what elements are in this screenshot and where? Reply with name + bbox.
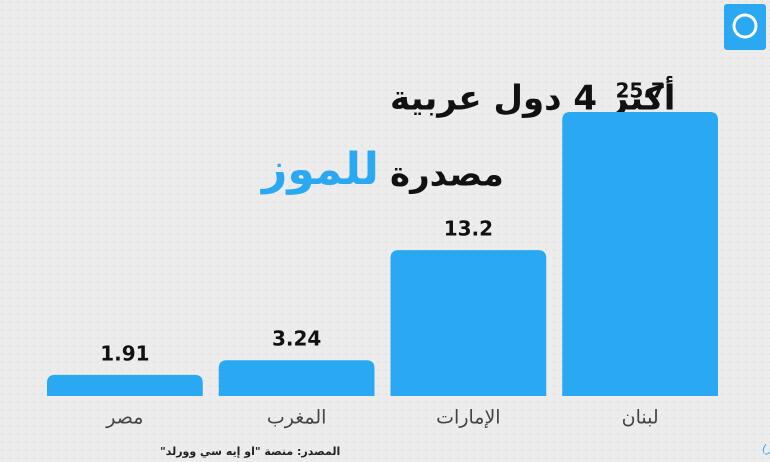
value-label: 3.24 bbox=[272, 327, 321, 351]
value-label: 25.7 bbox=[615, 79, 664, 103]
x-tick-label: مصر bbox=[105, 407, 143, 429]
bar bbox=[218, 360, 375, 396]
value-label: 1.91 bbox=[100, 341, 149, 365]
x-tick-label: لبنان bbox=[622, 407, 659, 429]
source: المصدر: منصة "او إيه سي وورلد" bbox=[160, 445, 340, 458]
logo bbox=[724, 4, 766, 50]
x-tick-label: المغرب bbox=[267, 407, 327, 429]
bar bbox=[390, 250, 547, 396]
value-label: 13.2 bbox=[444, 217, 493, 241]
note: (الأرقام بالمليون دولار) bbox=[762, 441, 770, 455]
bar bbox=[562, 112, 718, 396]
chart-subtitle: مصدرة bbox=[390, 155, 504, 195]
chart-subtitle-highlight: للموز bbox=[260, 144, 379, 195]
logo-mark bbox=[732, 13, 758, 39]
bar bbox=[47, 374, 203, 396]
chart-title: أكبر 4 دول عربية bbox=[390, 76, 675, 119]
x-tick-label: الإمارات bbox=[436, 407, 500, 429]
